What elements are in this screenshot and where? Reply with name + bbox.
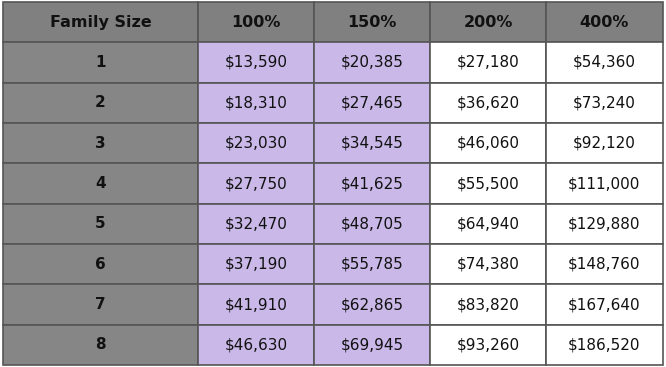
Bar	[546, 284, 663, 325]
Bar	[314, 284, 430, 325]
Text: 400%: 400%	[579, 15, 629, 29]
Bar	[198, 325, 314, 365]
Bar	[3, 204, 198, 244]
Text: $74,380: $74,380	[456, 257, 519, 272]
Bar	[198, 163, 314, 204]
Bar	[314, 204, 430, 244]
Bar	[546, 325, 663, 365]
Bar	[3, 244, 198, 284]
Text: $36,620: $36,620	[456, 95, 519, 110]
Text: $93,260: $93,260	[456, 338, 519, 352]
Bar	[430, 284, 546, 325]
Text: $64,940: $64,940	[456, 217, 519, 231]
Text: $92,120: $92,120	[573, 136, 636, 150]
Text: 150%: 150%	[347, 15, 396, 29]
Bar	[546, 2, 663, 42]
Bar	[430, 83, 546, 123]
Text: $83,820: $83,820	[456, 297, 519, 312]
Bar	[198, 204, 314, 244]
Bar	[314, 83, 430, 123]
Bar	[314, 325, 430, 365]
Bar	[430, 2, 546, 42]
Bar	[314, 244, 430, 284]
Text: 8: 8	[95, 338, 106, 352]
Text: $23,030: $23,030	[224, 136, 287, 150]
Bar	[546, 123, 663, 163]
Text: 100%: 100%	[231, 15, 280, 29]
Bar	[3, 284, 198, 325]
Bar	[314, 2, 430, 42]
Text: $27,750: $27,750	[224, 176, 287, 191]
Text: $46,060: $46,060	[456, 136, 519, 150]
Text: 6: 6	[95, 257, 106, 272]
Bar	[314, 163, 430, 204]
Bar	[3, 83, 198, 123]
Bar	[198, 123, 314, 163]
Text: $13,590: $13,590	[224, 55, 287, 70]
Text: $20,385: $20,385	[340, 55, 404, 70]
Text: $55,785: $55,785	[340, 257, 404, 272]
Bar	[546, 42, 663, 83]
Text: $129,880: $129,880	[568, 217, 641, 231]
Text: $37,190: $37,190	[224, 257, 287, 272]
Text: $69,945: $69,945	[340, 338, 404, 352]
Text: 5: 5	[95, 217, 106, 231]
Bar	[430, 42, 546, 83]
Text: $27,180: $27,180	[457, 55, 519, 70]
Text: 4: 4	[95, 176, 106, 191]
Text: 3: 3	[95, 136, 106, 150]
Bar	[546, 163, 663, 204]
Text: 2: 2	[95, 95, 106, 110]
Text: $167,640: $167,640	[568, 297, 641, 312]
Bar	[430, 163, 546, 204]
Text: $73,240: $73,240	[573, 95, 636, 110]
Text: $62,865: $62,865	[340, 297, 404, 312]
Bar	[3, 163, 198, 204]
Bar	[430, 244, 546, 284]
Bar	[3, 2, 198, 42]
Text: 1: 1	[95, 55, 106, 70]
Text: $111,000: $111,000	[568, 176, 641, 191]
Bar	[546, 244, 663, 284]
Bar	[198, 83, 314, 123]
Text: $54,360: $54,360	[573, 55, 636, 70]
Bar	[430, 204, 546, 244]
Bar	[3, 123, 198, 163]
Bar	[314, 42, 430, 83]
Bar	[198, 2, 314, 42]
Text: $148,760: $148,760	[568, 257, 641, 272]
Bar	[546, 204, 663, 244]
Bar	[3, 42, 198, 83]
Text: 7: 7	[95, 297, 106, 312]
Bar	[198, 244, 314, 284]
Text: $27,465: $27,465	[340, 95, 404, 110]
Text: $34,545: $34,545	[340, 136, 404, 150]
Bar	[546, 83, 663, 123]
Text: 200%: 200%	[464, 15, 513, 29]
Bar	[430, 325, 546, 365]
Text: $46,630: $46,630	[224, 338, 288, 352]
Text: $55,500: $55,500	[457, 176, 519, 191]
Text: $48,705: $48,705	[340, 217, 404, 231]
Bar	[198, 284, 314, 325]
Bar	[314, 123, 430, 163]
Text: $41,625: $41,625	[340, 176, 404, 191]
Bar	[3, 325, 198, 365]
Text: $41,910: $41,910	[224, 297, 287, 312]
Text: $18,310: $18,310	[224, 95, 287, 110]
Text: $32,470: $32,470	[224, 217, 287, 231]
Bar	[430, 123, 546, 163]
Bar	[198, 42, 314, 83]
Text: Family Size: Family Size	[50, 15, 151, 29]
Text: $186,520: $186,520	[568, 338, 641, 352]
